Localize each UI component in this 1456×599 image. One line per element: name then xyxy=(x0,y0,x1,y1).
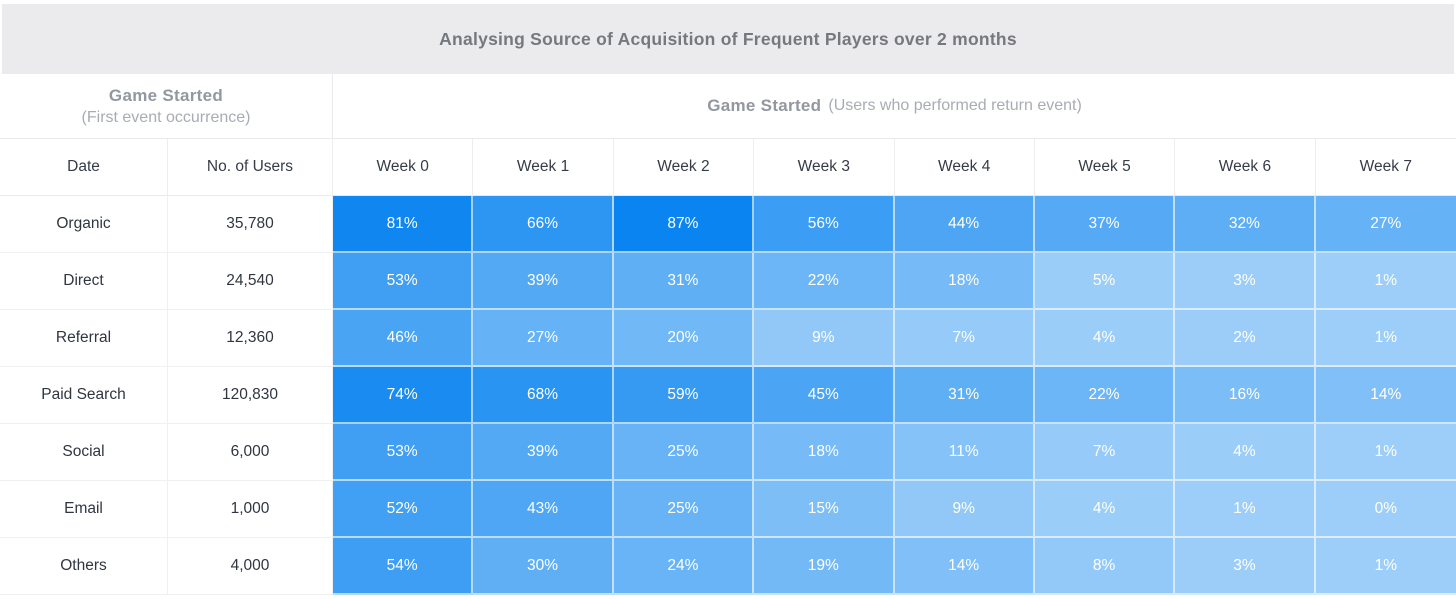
column-header-users: No. of Users xyxy=(168,139,333,196)
group-header-return-event: Game Started (Users who performed return… xyxy=(333,74,1456,138)
column-header-week: Week 6 xyxy=(1175,139,1316,196)
column-header-week: Week 7 xyxy=(1315,139,1456,196)
retention-cell[interactable]: 46% xyxy=(333,310,474,367)
retention-cell[interactable]: 0% xyxy=(1315,481,1456,538)
row-label: Social xyxy=(0,424,168,481)
retention-cell[interactable]: 53% xyxy=(333,424,474,481)
column-header-date: Date xyxy=(0,139,168,196)
retention-cell[interactable]: 14% xyxy=(1315,367,1456,424)
group-header-first-event: Game Started (First event occurrence) xyxy=(0,74,333,138)
users-count: 120,830 xyxy=(168,367,333,424)
row-label: Others xyxy=(0,538,168,595)
retention-cell[interactable]: 3% xyxy=(1175,253,1316,310)
retention-cell[interactable]: 45% xyxy=(754,367,895,424)
retention-cell[interactable]: 5% xyxy=(1034,253,1176,310)
retention-cell[interactable]: 9% xyxy=(754,310,895,367)
retention-cell[interactable]: 52% xyxy=(333,481,474,538)
column-header-week: Week 1 xyxy=(473,139,614,196)
first-event-subtitle: (First event occurrence) xyxy=(81,108,251,126)
row-label: Referral xyxy=(0,310,168,367)
users-count: 1,000 xyxy=(168,481,333,538)
retention-cell[interactable]: 1% xyxy=(1175,481,1316,538)
title-bar: Analysing Source of Acquisition of Frequ… xyxy=(2,4,1454,74)
retention-cell[interactable]: 25% xyxy=(613,481,755,538)
retention-cell[interactable]: 87% xyxy=(613,196,755,253)
retention-cell[interactable]: 7% xyxy=(894,310,1035,367)
users-count: 24,540 xyxy=(168,253,333,310)
retention-cell[interactable]: 1% xyxy=(1315,538,1456,595)
retention-cell[interactable]: 8% xyxy=(1034,538,1176,595)
retention-cell[interactable]: 3% xyxy=(1175,538,1316,595)
return-event-subtitle: (Users who performed return event) xyxy=(828,97,1082,114)
users-count: 4,000 xyxy=(168,538,333,595)
page-title: Analysing Source of Acquisition of Frequ… xyxy=(439,28,1017,49)
retention-cell[interactable]: 44% xyxy=(894,196,1035,253)
retention-cell[interactable]: 14% xyxy=(894,538,1035,595)
users-count: 12,360 xyxy=(168,310,333,367)
row-label: Direct xyxy=(0,253,168,310)
retention-cell[interactable]: 4% xyxy=(1034,310,1176,367)
retention-cell[interactable]: 19% xyxy=(754,538,895,595)
retention-cell[interactable]: 11% xyxy=(894,424,1035,481)
retention-cell[interactable]: 31% xyxy=(613,253,755,310)
column-header-week: Week 3 xyxy=(754,139,895,196)
retention-cell[interactable]: 24% xyxy=(613,538,755,595)
retention-cell[interactable]: 68% xyxy=(473,367,614,424)
retention-cell[interactable]: 37% xyxy=(1034,196,1176,253)
row-label: Paid Search xyxy=(0,367,168,424)
retention-cell[interactable]: 74% xyxy=(333,367,474,424)
first-event-title: Game Started xyxy=(108,85,224,105)
retention-cell[interactable]: 15% xyxy=(754,481,895,538)
retention-cell[interactable]: 4% xyxy=(1034,481,1176,538)
retention-cell[interactable]: 25% xyxy=(613,424,755,481)
cohort-table: Date No. of Users Week 0 Week 1 Week 2 Week 3… xyxy=(0,139,1456,595)
group-header-row: Game Started (First event occurrence) Ga… xyxy=(0,74,1456,139)
retention-cell[interactable]: 7% xyxy=(1034,424,1176,481)
row-label: Email xyxy=(0,481,168,538)
users-count: 35,780 xyxy=(168,196,333,253)
column-header-week: Week 2 xyxy=(613,139,755,196)
retention-cell[interactable]: 56% xyxy=(754,196,895,253)
row-label: Organic xyxy=(0,196,168,253)
retention-cell[interactable]: 9% xyxy=(894,481,1035,538)
retention-cell[interactable]: 22% xyxy=(754,253,895,310)
retention-cell[interactable]: 20% xyxy=(613,310,755,367)
retention-cell[interactable]: 2% xyxy=(1175,310,1316,367)
return-event-title: Game Started xyxy=(707,96,822,115)
users-count: 6,000 xyxy=(168,424,333,481)
retention-cell[interactable]: 31% xyxy=(894,367,1035,424)
retention-cell[interactable]: 54% xyxy=(333,538,474,595)
retention-cell[interactable]: 22% xyxy=(1034,367,1176,424)
retention-cell[interactable]: 1% xyxy=(1315,310,1456,367)
column-header-week: Week 0 xyxy=(333,139,474,196)
column-header-week: Week 4 xyxy=(894,139,1035,196)
retention-cell[interactable]: 32% xyxy=(1175,196,1316,253)
retention-cell[interactable]: 39% xyxy=(473,424,614,481)
retention-cell[interactable]: 16% xyxy=(1175,367,1316,424)
retention-cell[interactable]: 43% xyxy=(473,481,614,538)
retention-cell[interactable]: 59% xyxy=(613,367,755,424)
retention-cell[interactable]: 81% xyxy=(333,196,474,253)
retention-cell[interactable]: 27% xyxy=(473,310,614,367)
retention-cell[interactable]: 53% xyxy=(333,253,474,310)
retention-cell[interactable]: 66% xyxy=(473,196,614,253)
retention-cell[interactable]: 30% xyxy=(473,538,614,595)
retention-cell[interactable]: 18% xyxy=(754,424,895,481)
retention-cell[interactable]: 4% xyxy=(1175,424,1316,481)
column-header-week: Week 5 xyxy=(1034,139,1176,196)
retention-cell[interactable]: 18% xyxy=(894,253,1035,310)
retention-cell[interactable]: 1% xyxy=(1315,424,1456,481)
retention-cell[interactable]: 27% xyxy=(1315,196,1456,253)
retention-cell[interactable]: 1% xyxy=(1315,253,1456,310)
retention-cell[interactable]: 39% xyxy=(473,253,614,310)
